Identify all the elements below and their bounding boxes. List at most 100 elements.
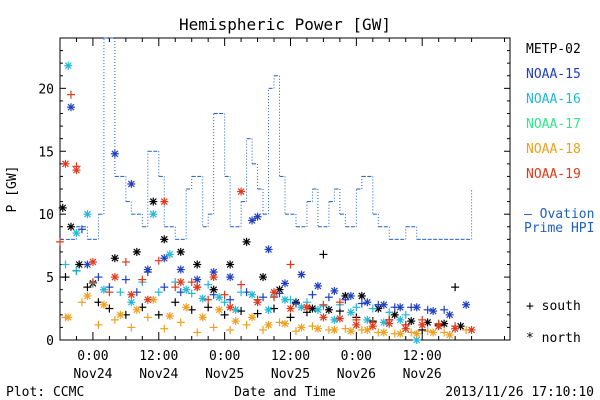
point-north [429, 307, 438, 316]
point-north [330, 325, 339, 334]
point-north [368, 322, 377, 331]
point-south [94, 273, 103, 282]
x-tick-label-date: Nov24 [73, 367, 112, 382]
point-north [357, 291, 366, 300]
point-north [193, 283, 202, 292]
point-north [412, 303, 421, 312]
point-south [88, 278, 97, 287]
point-south [220, 310, 229, 319]
point-north [445, 310, 454, 319]
point-north [248, 216, 257, 225]
point-south [341, 295, 350, 304]
point-north [319, 313, 328, 322]
point-south [121, 257, 130, 266]
point-north [281, 295, 289, 304]
point-north [407, 317, 416, 326]
y-axis: 0 5 10 15 20 [38, 37, 510, 349]
point-south [308, 290, 317, 299]
point-north [313, 281, 322, 290]
point-south [160, 324, 169, 333]
legend-entry: METP-02 [526, 42, 581, 57]
point-north [270, 288, 279, 297]
point-south [56, 237, 64, 246]
point-north [182, 285, 191, 294]
point-south [193, 328, 202, 337]
point-north [198, 313, 207, 322]
point-north [72, 229, 81, 238]
point-south [61, 260, 70, 269]
point-north [396, 315, 405, 324]
legend-entry: NOAA-17 [526, 117, 581, 132]
point-south [423, 327, 432, 336]
point-south [105, 288, 114, 297]
point-south [187, 278, 196, 287]
point-north [313, 324, 322, 333]
legend-ovation-label: Prime HPI [524, 221, 594, 236]
point-north [418, 320, 427, 329]
point-south [237, 280, 246, 289]
x-tick-label-time: 0:00 [341, 349, 372, 364]
point-south [385, 308, 394, 317]
point-north [259, 273, 268, 282]
point-north [72, 166, 81, 175]
point-south [335, 298, 344, 307]
point-south [204, 280, 213, 289]
point-north [176, 278, 185, 287]
point-north [75, 260, 84, 269]
point-south [204, 295, 213, 304]
point-south [77, 225, 86, 234]
point-south [160, 283, 169, 292]
point-south [154, 310, 163, 319]
point-south [220, 298, 229, 307]
point-south [143, 313, 152, 322]
ovation-series [60, 37, 473, 240]
point-north [412, 329, 421, 338]
footer-source: Plot: CCMC [6, 385, 84, 400]
point-south [237, 307, 246, 316]
point-north [434, 322, 443, 331]
y-axis-label: P [GW] [5, 166, 20, 213]
point-south [275, 289, 284, 298]
point-south [72, 266, 81, 275]
point-south [154, 256, 163, 265]
x-tick-label-time: 12:00 [403, 349, 442, 364]
point-north [127, 298, 136, 307]
point-north [313, 305, 322, 314]
point-south [275, 318, 284, 327]
point-north [193, 275, 202, 284]
legend-entry: NOAA-15 [526, 67, 581, 82]
y-tick-label: 10 [38, 208, 54, 223]
point-north [226, 260, 235, 269]
point-south [187, 289, 196, 298]
point-north [61, 159, 70, 168]
point-south [127, 323, 136, 332]
point-north [248, 290, 257, 299]
point-south [286, 260, 295, 269]
point-south [116, 288, 125, 297]
point-south [319, 300, 328, 309]
point-north [110, 149, 119, 158]
point-north [264, 320, 273, 329]
point-north [253, 298, 262, 307]
point-south [368, 304, 377, 313]
x-tick-label-date: Nov24 [139, 367, 178, 382]
point-north [401, 324, 410, 333]
x-tick-label-time: 12:00 [139, 349, 178, 364]
point-south [226, 325, 235, 334]
point-south [291, 327, 300, 336]
point-north [58, 203, 67, 212]
point-north [231, 317, 240, 326]
point-north [215, 305, 224, 314]
point-south [451, 283, 460, 292]
point-north [198, 294, 207, 303]
point-north [110, 254, 119, 263]
point-north [281, 279, 289, 288]
point-north [445, 330, 454, 339]
point-north [253, 212, 262, 221]
point-north [132, 305, 141, 314]
point-north [143, 295, 152, 304]
point-north [64, 61, 73, 70]
point-north [429, 328, 438, 337]
point-north [193, 260, 202, 269]
